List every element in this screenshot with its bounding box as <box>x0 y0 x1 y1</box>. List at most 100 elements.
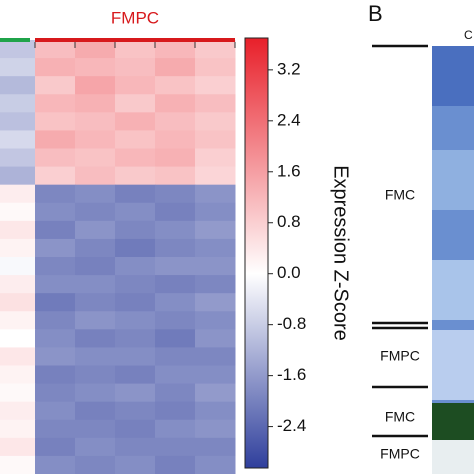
cell <box>155 275 196 294</box>
cell <box>0 202 36 222</box>
cell <box>75 112 116 131</box>
cell <box>195 383 236 403</box>
cell <box>115 76 156 95</box>
cell <box>75 94 116 113</box>
strip <box>432 150 474 210</box>
cell <box>75 347 116 366</box>
cell <box>155 437 196 457</box>
cell <box>35 275 76 294</box>
cell <box>35 437 76 457</box>
cell <box>35 419 76 439</box>
cell <box>35 455 76 474</box>
cell <box>0 293 36 312</box>
row-label: FMC <box>385 409 415 425</box>
cell <box>35 76 76 95</box>
cell <box>75 202 116 222</box>
colorbar-tick-label: 0.8 <box>277 212 301 231</box>
cell <box>115 257 156 276</box>
cell <box>0 329 36 348</box>
cell <box>0 257 36 276</box>
cell <box>195 455 236 474</box>
cell <box>195 437 236 457</box>
cell <box>115 401 156 421</box>
cell <box>35 166 76 186</box>
cell <box>35 329 76 348</box>
cell <box>195 202 236 222</box>
cell <box>115 329 156 348</box>
cell <box>195 311 236 330</box>
cell <box>35 238 76 258</box>
cell <box>195 112 236 131</box>
colorbar-tick-label: -1.6 <box>277 365 306 384</box>
cell <box>195 76 236 95</box>
cell <box>0 130 36 149</box>
cell <box>115 365 156 385</box>
colorbar <box>244 37 269 469</box>
cell <box>115 130 156 149</box>
cell <box>155 365 196 385</box>
cell <box>75 401 116 421</box>
cell <box>0 347 36 366</box>
cell <box>75 238 116 258</box>
cell <box>155 238 196 258</box>
cell <box>75 455 116 474</box>
row-label: FMPC <box>380 446 420 462</box>
cell <box>155 311 196 330</box>
cell <box>0 383 36 403</box>
cell <box>195 257 236 276</box>
cell <box>75 40 116 59</box>
cell <box>115 112 156 131</box>
cell <box>75 419 116 439</box>
cell <box>0 401 36 421</box>
cell <box>155 347 196 366</box>
cell <box>195 329 236 348</box>
cell <box>35 94 76 113</box>
partial-header: C <box>464 28 473 42</box>
cell <box>75 58 116 77</box>
cell <box>75 257 116 276</box>
cell <box>75 130 116 149</box>
cell <box>75 275 116 294</box>
cell <box>0 220 36 240</box>
cell <box>155 58 196 77</box>
cell <box>115 311 156 330</box>
cell <box>115 220 156 240</box>
cell <box>0 311 36 330</box>
cell <box>0 166 36 186</box>
cell <box>195 130 236 149</box>
cell <box>195 94 236 113</box>
cell <box>195 238 236 258</box>
cell <box>155 401 196 421</box>
cell <box>195 365 236 385</box>
cell <box>155 202 196 222</box>
cell <box>35 40 76 59</box>
cell <box>195 293 236 312</box>
group-bar <box>35 38 235 42</box>
strip <box>432 260 474 320</box>
cell <box>115 383 156 403</box>
cell <box>75 365 116 385</box>
cell <box>35 202 76 222</box>
cell <box>195 184 236 204</box>
colorbar-tick-label: 1.6 <box>277 161 301 180</box>
cell <box>115 455 156 474</box>
cell <box>75 184 116 204</box>
cell <box>35 383 76 403</box>
cell <box>155 329 196 348</box>
cell <box>115 437 156 457</box>
cell <box>0 94 36 113</box>
cell <box>35 293 76 312</box>
cell <box>0 275 36 294</box>
cell <box>155 94 196 113</box>
cell <box>0 148 36 168</box>
strip <box>432 330 474 400</box>
cell <box>115 275 156 294</box>
cell <box>195 166 236 186</box>
cell <box>155 130 196 149</box>
cell <box>195 58 236 77</box>
cell <box>35 58 76 77</box>
colorbar-label: Expression Z-Score <box>330 165 352 341</box>
cell <box>195 40 236 59</box>
cell <box>115 293 156 312</box>
